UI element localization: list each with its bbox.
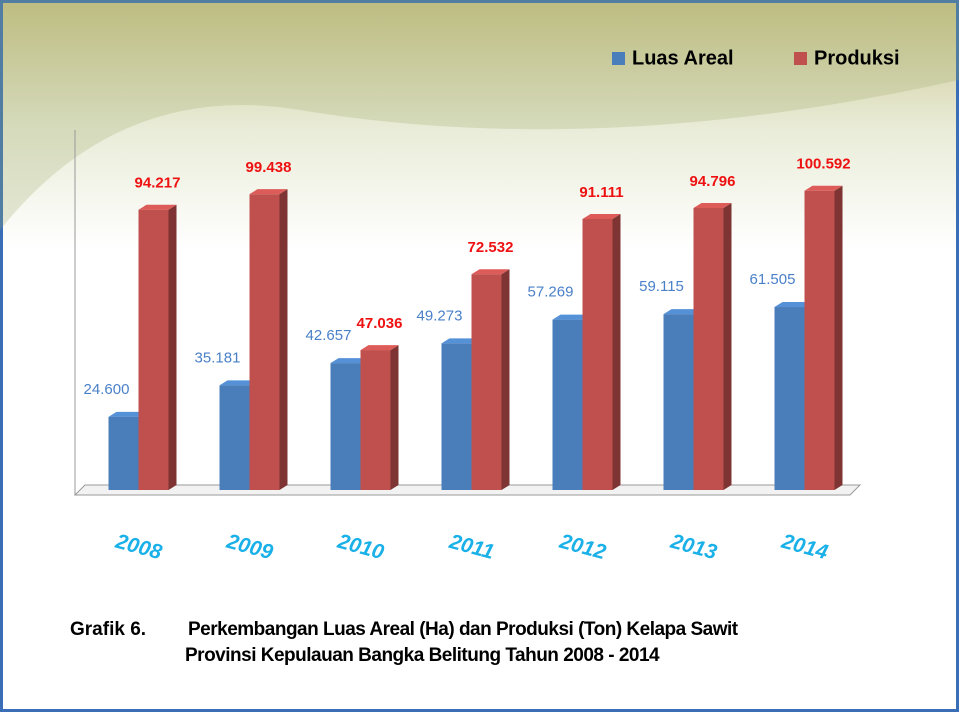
bar-top bbox=[693, 202, 732, 208]
bar-side bbox=[390, 345, 399, 490]
bar bbox=[330, 363, 361, 490]
bar bbox=[138, 209, 169, 491]
legend-label: Produksi bbox=[814, 47, 900, 69]
bar-top bbox=[108, 411, 147, 417]
legend-swatch bbox=[612, 52, 625, 65]
legend-swatch bbox=[794, 52, 807, 65]
bar-top bbox=[138, 204, 177, 210]
bar bbox=[804, 190, 835, 490]
data-label: 91.111 bbox=[579, 184, 623, 201]
data-label: 99.438 bbox=[246, 159, 292, 176]
data-label: 59.115 bbox=[639, 278, 684, 295]
bar bbox=[663, 314, 694, 490]
bar-top bbox=[330, 358, 369, 364]
caption: Grafik 6. bbox=[70, 619, 146, 640]
bar bbox=[552, 319, 583, 490]
bar-top bbox=[219, 380, 258, 386]
chart-title: Perkembangan Luas Areal (Ha) dan Produks… bbox=[188, 619, 739, 640]
bar-side bbox=[279, 189, 288, 491]
bar-top bbox=[471, 269, 510, 275]
data-label: 24.600 bbox=[84, 381, 130, 398]
bar-top bbox=[663, 309, 702, 315]
bar bbox=[774, 307, 805, 490]
legend-label: Luas Areal bbox=[632, 47, 734, 69]
bar-side bbox=[501, 269, 510, 490]
bar bbox=[360, 350, 391, 490]
bar-side bbox=[723, 202, 732, 490]
data-label: 57.269 bbox=[528, 284, 574, 301]
bar-side bbox=[168, 204, 177, 491]
data-label: 94.217 bbox=[135, 175, 181, 192]
data-label: 47.036 bbox=[357, 315, 403, 332]
data-label: 100.592 bbox=[796, 156, 850, 173]
bar-top bbox=[249, 189, 288, 195]
bar-top bbox=[804, 185, 843, 191]
data-label: 49.273 bbox=[417, 307, 463, 324]
bar-top bbox=[360, 345, 399, 351]
chart-subtitle: Provinsi Kepulauan Bangka Belitung Tahun… bbox=[185, 645, 660, 666]
bar bbox=[693, 207, 724, 490]
data-label: 94.796 bbox=[690, 173, 736, 190]
bar bbox=[108, 416, 139, 490]
bar bbox=[471, 274, 502, 490]
bar-side bbox=[834, 185, 843, 490]
bar-side bbox=[612, 213, 621, 491]
bar bbox=[441, 343, 472, 490]
data-label: 61.505 bbox=[750, 271, 796, 288]
data-label: 35.181 bbox=[195, 349, 241, 366]
background-image bbox=[0, 0, 959, 230]
data-label: 42.657 bbox=[306, 327, 352, 344]
data-label: 72.532 bbox=[468, 239, 514, 256]
bar bbox=[219, 385, 250, 490]
bar bbox=[249, 194, 280, 491]
bar-top bbox=[582, 213, 621, 219]
bar bbox=[582, 218, 613, 491]
bar-top bbox=[774, 302, 813, 308]
bar-top bbox=[441, 338, 480, 344]
bar-top bbox=[552, 314, 591, 320]
